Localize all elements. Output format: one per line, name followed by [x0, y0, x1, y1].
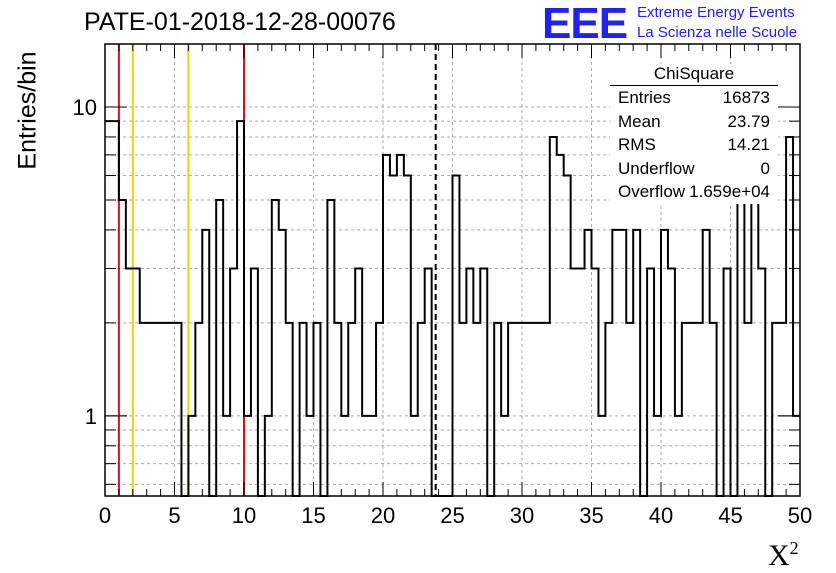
stats-row-underflow: Underflow 0 — [618, 158, 770, 178]
axis-ticks: 0 5 10 15 20 25 30 35 40 45 50 1 10 — [73, 44, 812, 528]
histogram-series — [105, 120, 800, 497]
x-tick-label: 0 — [99, 503, 111, 528]
x-axis-label: X2 — [768, 538, 799, 572]
histogram-line — [105, 120, 800, 497]
x-tick-label: 20 — [371, 503, 395, 528]
x-tick-label: 35 — [579, 503, 603, 528]
x-tick-label: 25 — [440, 503, 464, 528]
x-tick-label: 10 — [232, 503, 256, 528]
stats-box: ChiSquare Entries 16873 Mean 23.79 RMS 14.2… — [610, 64, 778, 204]
stats-row-entries: Entries 16873 — [618, 88, 770, 107]
y-tick-label: 1 — [85, 404, 97, 429]
x-tick-label: 15 — [301, 503, 325, 528]
stats-title: ChiSquare — [610, 64, 778, 86]
stats-row-rms: RMS 14.21 — [618, 135, 770, 154]
reference-lines — [117, 44, 437, 496]
stats-row-overflow: Overflow 1.659e+04 — [618, 182, 770, 201]
chart-title: PATE-01-2018-12-28-00076 — [84, 8, 396, 36]
x-tick-label: 40 — [649, 503, 673, 528]
x-tick-label: 50 — [788, 503, 812, 528]
logo-line-1: Extreme Energy Events — [637, 4, 795, 21]
grid-lines — [105, 44, 800, 496]
x-tick-label: 5 — [168, 503, 180, 528]
eee-logo: EEE — [542, 0, 628, 48]
x-tick-label: 30 — [510, 503, 534, 528]
y-tick-label: 10 — [73, 95, 97, 120]
y-axis-label: Entries/bin — [13, 51, 42, 170]
stats-row-mean: Mean 23.79 — [618, 111, 770, 131]
x-tick-label: 45 — [718, 503, 742, 528]
logo-line-2: La Scienza nelle Scuole — [637, 24, 798, 41]
